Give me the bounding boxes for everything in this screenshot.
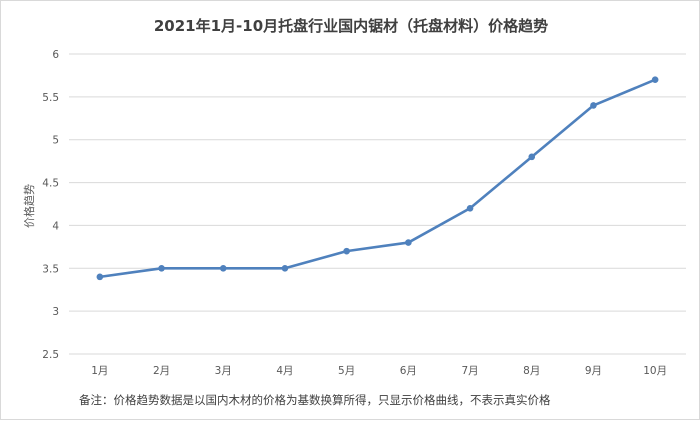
x-tick-label: 9月 <box>585 365 602 377</box>
y-tick-label: 2.5 <box>42 349 59 361</box>
y-tick-label: 3.5 <box>42 263 59 275</box>
data-point <box>219 264 227 272</box>
y-tick-label: 3 <box>52 306 59 318</box>
x-tick-label: 2月 <box>153 365 170 377</box>
data-point <box>528 153 536 161</box>
data-point <box>281 264 289 272</box>
y-tick-labels: 2.5 3 3.5 4 4.5 5 5.5 6 <box>42 49 59 361</box>
x-tick-label: 1月 <box>91 365 108 377</box>
data-point <box>466 204 474 212</box>
series-line-path <box>98 78 657 279</box>
data-point <box>96 273 104 281</box>
y-tick-label: 4.5 <box>42 178 59 190</box>
data-points <box>96 76 659 281</box>
data-point <box>158 264 165 272</box>
x-tick-labels: 1月 2月 3月 4月 5月 6月 7月 8月 9月 10月 <box>91 365 667 377</box>
y-tick-label: 6 <box>52 49 59 61</box>
x-tick-label: 6月 <box>400 365 417 377</box>
footnote: 备注：价格趋势数据是以国内木材的价格为基数换算所得，只显示价格曲线，不表示真实价… <box>79 393 551 407</box>
gridlines <box>69 53 686 355</box>
y-tick-label: 4 <box>52 220 59 232</box>
data-point <box>343 247 350 255</box>
x-tick-label: 5月 <box>338 365 355 377</box>
x-tick-label: 8月 <box>523 365 540 377</box>
data-point <box>405 239 412 246</box>
y-tick-label: 5.5 <box>42 92 59 104</box>
series-line <box>98 78 657 279</box>
x-tick-label: 10月 <box>643 365 667 377</box>
data-point <box>590 102 597 109</box>
x-tick-label: 7月 <box>461 365 478 377</box>
x-tick-label: 3月 <box>215 365 232 377</box>
y-axis-label: 价格趋势 <box>22 184 36 228</box>
x-tick-label: 4月 <box>276 365 293 377</box>
chart-title: 2021年1月-10月托盘行业国内锯材（托盘材料）价格趋势 <box>154 17 548 35</box>
y-tick-label: 5 <box>52 135 59 147</box>
data-point <box>651 76 659 84</box>
